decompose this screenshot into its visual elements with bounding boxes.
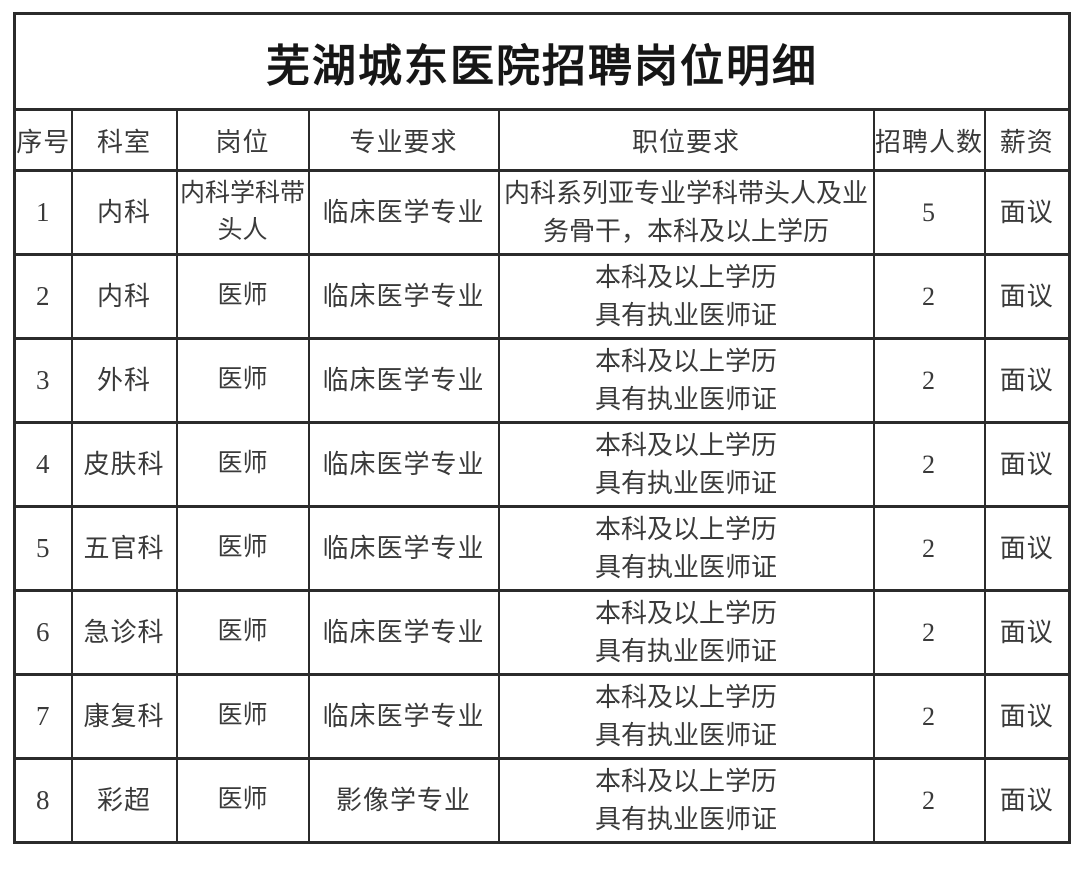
cell-serial-number: 7	[13, 673, 73, 760]
table-row: 6 急诊科 医师 临床医学专业 本科及以上学历 具有执业医师证 2 面议	[13, 589, 1071, 676]
column-header-salary: 薪资	[983, 108, 1071, 172]
cell-serial-number: 6	[13, 589, 73, 676]
cell-department: 内科	[70, 169, 178, 256]
cell-major-requirement: 临床医学专业	[307, 505, 500, 592]
cell-salary: 面议	[983, 169, 1071, 256]
table-row: 4 皮肤科 医师 临床医学专业 本科及以上学历 具有执业医师证 2 面议	[13, 421, 1071, 508]
cell-department: 外科	[70, 337, 178, 424]
cell-salary: 面议	[983, 337, 1071, 424]
cell-department: 急诊科	[70, 589, 178, 676]
cell-job-requirement: 内科系列亚专业学科带头人及业 务骨干，本科及以上学历	[497, 169, 875, 256]
cell-serial-number: 8	[13, 757, 73, 844]
table-row: 5 五官科 医师 临床医学专业 本科及以上学历 具有执业医师证 2 面议	[13, 505, 1071, 592]
cell-serial-number: 2	[13, 253, 73, 340]
cell-salary: 面议	[983, 589, 1071, 676]
cell-salary: 面议	[983, 757, 1071, 844]
cell-position: 医师	[175, 337, 310, 424]
cell-position: 医师	[175, 421, 310, 508]
cell-major-requirement: 临床医学专业	[307, 253, 500, 340]
column-header-major: 专业要求	[307, 108, 500, 172]
cell-department: 彩超	[70, 757, 178, 844]
cell-headcount: 2	[872, 589, 986, 676]
cell-headcount: 2	[872, 253, 986, 340]
table-title: 芜湖城东医院招聘岗位明细	[13, 12, 1071, 111]
cell-department: 五官科	[70, 505, 178, 592]
recruitment-table: 芜湖城东医院招聘岗位明细 序号 科室 岗位 专业要求 职位要求 招聘人数 薪资 1 内科 内…	[13, 12, 1072, 844]
cell-position: 医师	[175, 673, 310, 760]
title-row: 芜湖城东医院招聘岗位明细	[13, 12, 1071, 111]
cell-major-requirement: 临床医学专业	[307, 673, 500, 760]
cell-job-requirement: 本科及以上学历 具有执业医师证	[497, 589, 875, 676]
cell-job-requirement: 本科及以上学历 具有执业医师证	[497, 421, 875, 508]
table-row: 8 彩超 医师 影像学专业 本科及以上学历 具有执业医师证 2 面议	[13, 757, 1071, 844]
cell-headcount: 2	[872, 421, 986, 508]
cell-department: 皮肤科	[70, 421, 178, 508]
cell-position: 医师	[175, 589, 310, 676]
cell-serial-number: 3	[13, 337, 73, 424]
cell-headcount: 2	[872, 337, 986, 424]
cell-major-requirement: 影像学专业	[307, 757, 500, 844]
cell-major-requirement: 临床医学专业	[307, 337, 500, 424]
cell-salary: 面议	[983, 421, 1071, 508]
cell-major-requirement: 临床医学专业	[307, 421, 500, 508]
table-row: 1 内科 内科学科带 头人 临床医学专业 内科系列亚专业学科带头人及业 务骨干，…	[13, 169, 1071, 256]
cell-salary: 面议	[983, 253, 1071, 340]
cell-serial-number: 5	[13, 505, 73, 592]
cell-job-requirement: 本科及以上学历 具有执业医师证	[497, 673, 875, 760]
cell-position: 医师	[175, 505, 310, 592]
cell-department: 内科	[70, 253, 178, 340]
cell-headcount: 2	[872, 505, 986, 592]
cell-job-requirement: 本科及以上学历 具有执业医师证	[497, 757, 875, 844]
page: 芜湖城东医院招聘岗位明细 序号 科室 岗位 专业要求 职位要求 招聘人数 薪资 1 内科 内…	[0, 12, 1080, 870]
cell-salary: 面议	[983, 673, 1071, 760]
cell-job-requirement: 本科及以上学历 具有执业医师证	[497, 253, 875, 340]
table-row: 3 外科 医师 临床医学专业 本科及以上学历 具有执业医师证 2 面议	[13, 337, 1071, 424]
table-row: 2 内科 医师 临床医学专业 本科及以上学历 具有执业医师证 2 面议	[13, 253, 1071, 340]
table-body: 1 内科 内科学科带 头人 临床医学专业 内科系列亚专业学科带头人及业 务骨干，…	[13, 169, 1071, 844]
cell-job-requirement: 本科及以上学历 具有执业医师证	[497, 505, 875, 592]
cell-department: 康复科	[70, 673, 178, 760]
column-header-requirement: 职位要求	[497, 108, 875, 172]
cell-headcount: 2	[872, 673, 986, 760]
table-row: 7 康复科 医师 临床医学专业 本科及以上学历 具有执业医师证 2 面议	[13, 673, 1071, 760]
header-row: 序号 科室 岗位 专业要求 职位要求 招聘人数 薪资	[13, 108, 1071, 172]
cell-salary: 面议	[983, 505, 1071, 592]
cell-major-requirement: 临床医学专业	[307, 589, 500, 676]
cell-headcount: 5	[872, 169, 986, 256]
cell-position: 医师	[175, 253, 310, 340]
cell-serial-number: 4	[13, 421, 73, 508]
cell-job-requirement: 本科及以上学历 具有执业医师证	[497, 337, 875, 424]
column-header-position: 岗位	[175, 108, 310, 172]
column-header-no: 序号	[13, 108, 73, 172]
column-header-department: 科室	[70, 108, 178, 172]
column-header-headcount: 招聘人数	[872, 108, 986, 172]
cell-major-requirement: 临床医学专业	[307, 169, 500, 256]
cell-position: 医师	[175, 757, 310, 844]
cell-serial-number: 1	[13, 169, 73, 256]
cell-position: 内科学科带 头人	[175, 169, 310, 256]
cell-headcount: 2	[872, 757, 986, 844]
